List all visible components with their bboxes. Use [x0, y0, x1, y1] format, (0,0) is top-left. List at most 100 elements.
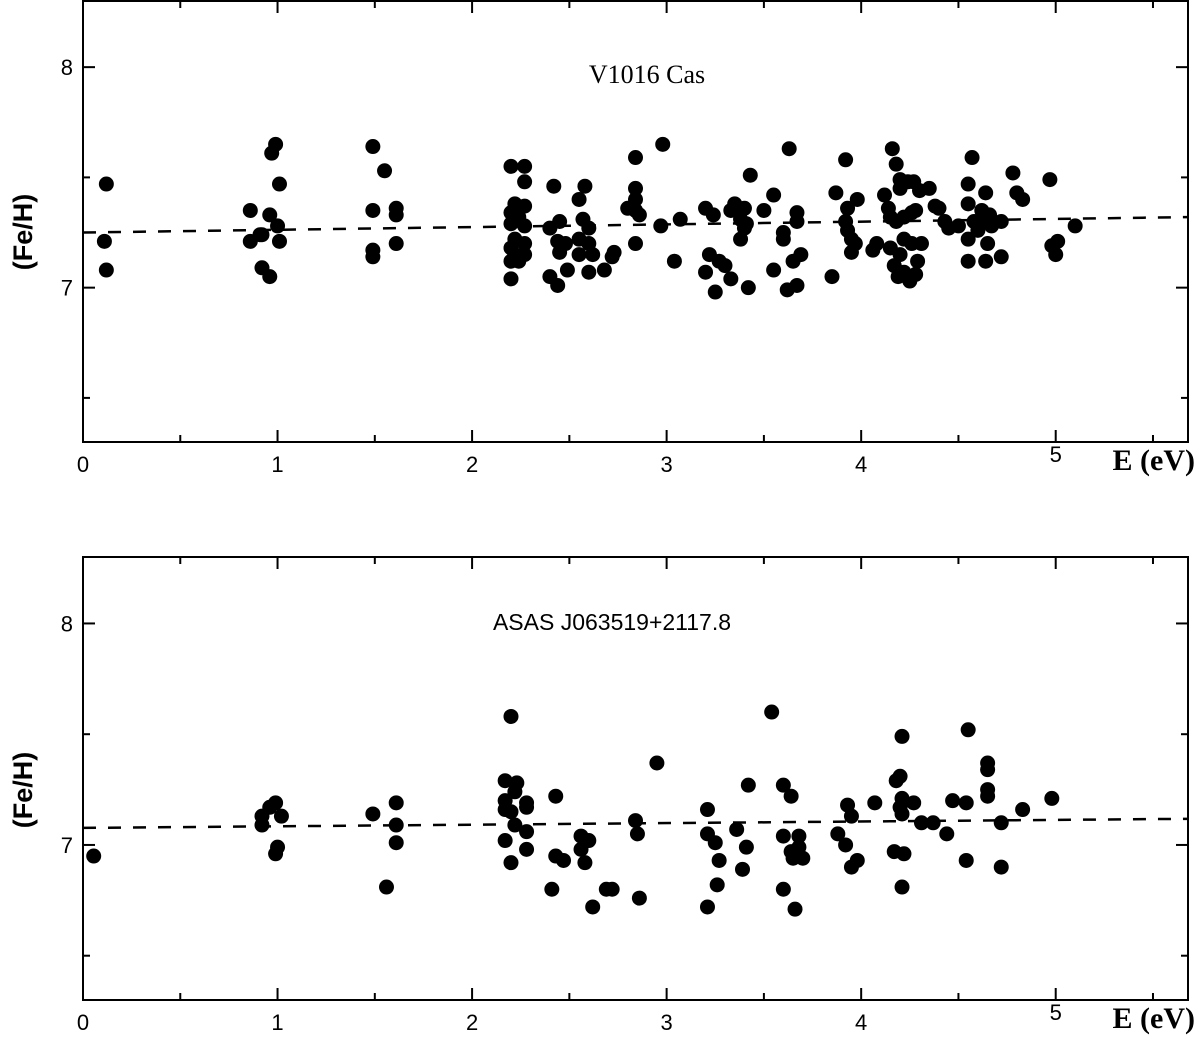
data-point	[978, 253, 994, 269]
data-point	[707, 284, 723, 300]
x-tick-label: 0	[77, 452, 89, 477]
data-point	[830, 826, 846, 842]
data-point	[585, 247, 601, 263]
data-point	[1015, 802, 1031, 818]
data-point	[993, 815, 1009, 831]
data-point	[556, 852, 572, 868]
data-point	[503, 855, 519, 871]
data-point	[884, 141, 900, 157]
data-point	[980, 236, 996, 252]
data-point	[388, 795, 404, 811]
data-point	[787, 901, 803, 917]
data-point	[791, 828, 807, 844]
data-point	[254, 817, 270, 833]
panel-title: ASAS J063519+2117.8	[493, 609, 731, 635]
x-tick-label: 5	[1050, 1000, 1062, 1025]
y-tick-label: 8	[61, 55, 73, 80]
data-point	[939, 826, 955, 842]
data-point	[711, 852, 727, 868]
data-point	[517, 174, 533, 190]
data-point	[507, 784, 523, 800]
data-point	[273, 808, 289, 824]
data-point	[270, 218, 286, 234]
x-tick-label: 0	[77, 1010, 89, 1035]
data-point	[843, 859, 859, 875]
data-point	[849, 191, 865, 207]
data-point	[843, 808, 859, 824]
data-point	[1048, 247, 1064, 263]
data-point	[838, 837, 854, 853]
data-point	[388, 236, 404, 252]
x-tick-label: 5	[1050, 442, 1062, 467]
data-point	[717, 258, 733, 274]
data-point	[931, 200, 947, 216]
plot-frame	[82, 0, 1189, 443]
data-point	[892, 247, 908, 263]
data-point	[828, 185, 844, 201]
data-point	[517, 218, 533, 234]
data-point	[252, 227, 268, 243]
data-point	[775, 881, 791, 897]
data-point	[546, 178, 562, 194]
data-point	[517, 158, 533, 174]
data-point	[507, 817, 523, 833]
data-point	[98, 176, 114, 192]
data-point	[604, 881, 620, 897]
data-point	[766, 187, 782, 203]
data-point	[620, 200, 636, 216]
data-point	[581, 264, 597, 280]
data-point	[838, 152, 854, 168]
x-tick-label: 4	[855, 452, 867, 477]
data-point	[1005, 165, 1021, 181]
data-point	[628, 236, 643, 252]
data-point	[723, 271, 739, 287]
data-point	[888, 156, 904, 172]
data-point	[581, 220, 597, 236]
x-tick-label: 2	[466, 452, 478, 477]
data-point	[960, 196, 976, 212]
data-point	[793, 247, 809, 263]
panel-title: V1016 Cas	[589, 60, 705, 89]
data-point	[993, 249, 1009, 265]
data-point	[824, 269, 840, 285]
data-point	[262, 207, 278, 223]
y-axis-label: (Fe/H)	[8, 752, 38, 829]
data-point	[698, 264, 714, 280]
data-point	[503, 804, 519, 820]
data-point	[789, 214, 805, 229]
data-point	[958, 795, 974, 811]
data-point	[268, 795, 284, 811]
data-point	[655, 136, 671, 152]
data-point	[628, 180, 643, 196]
data-point	[896, 846, 912, 862]
data-point	[709, 877, 725, 893]
x-tick-label: 1	[271, 452, 283, 477]
data-point	[867, 795, 883, 811]
y-tick-label: 7	[61, 833, 73, 858]
data-point	[783, 788, 799, 804]
data-point	[596, 262, 612, 278]
data-point	[497, 833, 513, 849]
data-point	[365, 139, 381, 155]
data-point	[906, 795, 922, 811]
data-point	[503, 216, 519, 232]
data-point	[733, 231, 749, 247]
data-point	[756, 202, 772, 218]
data-point	[271, 176, 287, 192]
data-point	[573, 841, 589, 857]
data-point	[378, 879, 394, 895]
y-tick-label: 8	[61, 611, 73, 636]
data-point	[365, 249, 381, 265]
data-point	[970, 222, 986, 238]
data-point	[764, 704, 780, 720]
data-point	[497, 773, 513, 789]
data-point	[840, 222, 856, 238]
y-axis-label: (Fe/H)	[8, 194, 38, 271]
data-point	[736, 200, 752, 216]
data-point	[729, 821, 745, 837]
y-tick-label: 7	[61, 276, 73, 301]
data-point	[577, 178, 593, 194]
data-point	[894, 879, 910, 895]
data-point	[672, 211, 688, 227]
